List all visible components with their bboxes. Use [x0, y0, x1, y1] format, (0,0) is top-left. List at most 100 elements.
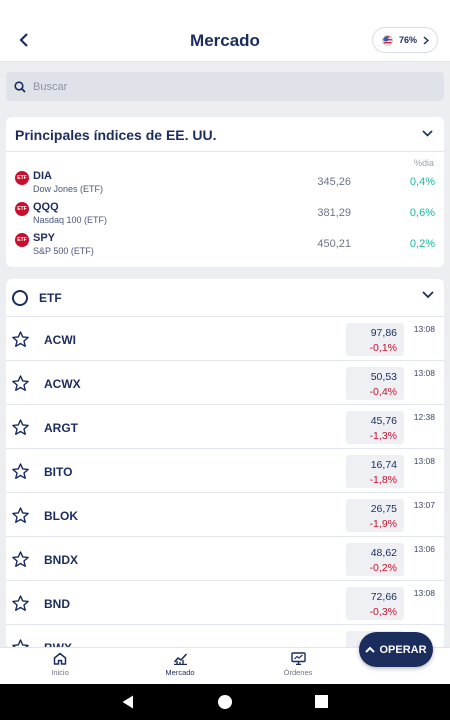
star-outline-icon[interactable] [11, 594, 30, 613]
chevron-down-icon[interactable] [422, 130, 433, 137]
etf-price: 97,86 [370, 327, 397, 339]
etf-logo-icon: ETF [15, 233, 29, 247]
etf-price: 26,75 [370, 503, 397, 515]
etf-symbol: ACWX [44, 377, 81, 391]
etf-change: -0,3% [369, 606, 397, 618]
index-symbol: QQQ [33, 201, 59, 213]
etf-time: 13:07 [413, 500, 435, 510]
nav-label-inicio: Inicio [51, 668, 69, 677]
index-price: 381,29 [317, 207, 351, 219]
chevron-left-icon [19, 33, 28, 47]
nav-item-mercado[interactable]: Mercado [150, 652, 210, 677]
etf-price: 48,62 [370, 547, 397, 559]
etf-symbol: BNDX [44, 553, 79, 567]
price-box: 72,66 -0,3% [346, 587, 404, 620]
divider [6, 151, 444, 152]
indices-title: Principales índices de EE. UU. [15, 127, 217, 143]
etf-price: 72,66 [370, 591, 397, 603]
search-input[interactable]: Buscar [6, 72, 444, 101]
index-row-qqq[interactable]: ETF QQQ Nasdaq 100 (ETF) 381,29 0,6% [6, 201, 444, 231]
price-box: 97,86 -0,1% [346, 323, 404, 356]
index-symbol: SPY [33, 232, 56, 244]
etf-card: ETF ACWI 97,86 -0,1% 13:08 ACWX 50,53 -0… [6, 279, 444, 649]
system-recents-icon[interactable] [314, 694, 329, 709]
percent-value: 76% [398, 35, 417, 45]
orders-monitor-icon [290, 652, 306, 665]
etf-symbol: BND [44, 597, 70, 611]
etf-logo-icon: ETF [15, 171, 29, 185]
pct-column-header: %dia [413, 158, 434, 168]
etf-symbol: BWX [44, 641, 72, 649]
etf-time: 13:08 [413, 456, 435, 466]
back-button[interactable] [12, 28, 36, 52]
app-header: Mercado 76% [0, 0, 450, 62]
etf-symbol: ARGT [44, 421, 78, 435]
etf-time: 12:38 [413, 412, 435, 422]
etf-row-bito[interactable]: BITO 16,74 -1,8% 13:08 [6, 449, 444, 493]
index-name: Nasdaq 100 (ETF) [33, 215, 108, 225]
etf-row-acwx[interactable]: ACWX 50,53 -0,4% 13:08 [6, 361, 444, 405]
chevron-right-icon [423, 35, 429, 45]
operar-button[interactable]: OPERAR [359, 632, 433, 667]
nav-label-ordenes: Órdenes [283, 668, 313, 677]
etf-row-bnd[interactable]: BND 72,66 -0,3% 13:08 [6, 581, 444, 625]
system-home-icon[interactable] [217, 694, 233, 710]
index-symbol: DIA [33, 170, 52, 182]
search-icon [14, 80, 26, 93]
page-title: Mercado [190, 31, 260, 50]
market-percent-pill[interactable]: 76% [372, 27, 438, 53]
index-price: 345,26 [317, 176, 351, 188]
etf-symbol: BITO [44, 465, 73, 479]
etf-time: 13:08 [413, 368, 435, 378]
star-outline-icon[interactable] [11, 374, 30, 393]
search-placeholder: Buscar [33, 80, 68, 93]
etf-change: -0,2% [369, 562, 397, 574]
system-navigation-bar [0, 684, 450, 720]
price-box: 26,75 -1,9% [346, 499, 404, 532]
nav-item-ordenes[interactable]: Órdenes [268, 652, 328, 677]
etf-row-bndx[interactable]: BNDX 48,62 -0,2% 13:06 [6, 537, 444, 581]
index-change: 0,6% [409, 207, 435, 219]
etf-change: -0,1% [369, 342, 397, 354]
etf-time: 13:06 [413, 544, 435, 554]
etf-row-blok[interactable]: BLOK 26,75 -1,9% 13:07 [6, 493, 444, 537]
etf-change: -0,4% [369, 386, 397, 398]
etf-time: 13:08 [413, 588, 435, 598]
etf-section-header[interactable]: ETF [6, 279, 444, 317]
nav-item-inicio[interactable]: Inicio [30, 652, 90, 677]
etf-symbol: ACWI [44, 333, 76, 347]
star-outline-icon[interactable] [11, 550, 30, 569]
index-row-spy[interactable]: ETF SPY S&P 500 (ETF) 450,21 0,2% [6, 232, 444, 262]
etf-price: 50,53 [370, 371, 397, 383]
star-outline-icon[interactable] [11, 462, 30, 481]
index-price: 450,21 [317, 238, 351, 250]
system-back-icon[interactable] [121, 694, 135, 710]
index-change: 0,2% [409, 238, 435, 250]
star-outline-icon[interactable] [11, 418, 30, 437]
etf-change: -1,8% [369, 474, 397, 486]
indices-card: Principales índices de EE. UU. %dia ETF … [6, 117, 444, 267]
chevron-down-icon[interactable] [422, 291, 434, 299]
market-chart-icon [173, 653, 187, 665]
star-outline-icon[interactable] [11, 638, 30, 649]
etf-change: -1,3% [369, 430, 397, 442]
etf-time: 13:08 [413, 324, 435, 334]
us-flag-icon [382, 34, 393, 46]
price-box: 16,74 -1,8% [346, 455, 404, 488]
etf-price: 16,74 [370, 459, 397, 471]
price-box: 50,53 -0,4% [346, 367, 404, 400]
etf-row-acwi[interactable]: ACWI 97,86 -0,1% 13:08 [6, 317, 444, 361]
chevron-up-icon [365, 646, 376, 653]
etf-logo-icon: ETF [15, 202, 29, 216]
etf-radio-button[interactable] [12, 290, 28, 306]
nav-label-mercado: Mercado [165, 668, 195, 677]
index-row-dia[interactable]: ETF DIA Dow Jones (ETF) 345,26 0,4% [6, 170, 444, 200]
index-name: Dow Jones (ETF) [33, 184, 104, 194]
etf-symbol: BLOK [44, 509, 78, 523]
etf-price: 45,76 [370, 415, 397, 427]
etf-row-argt[interactable]: ARGT 45,76 -1,3% 12:38 [6, 405, 444, 449]
star-outline-icon[interactable] [11, 330, 30, 349]
etf-change: -1,9% [369, 518, 397, 530]
star-outline-icon[interactable] [11, 506, 30, 525]
index-name: S&P 500 (ETF) [33, 246, 94, 256]
